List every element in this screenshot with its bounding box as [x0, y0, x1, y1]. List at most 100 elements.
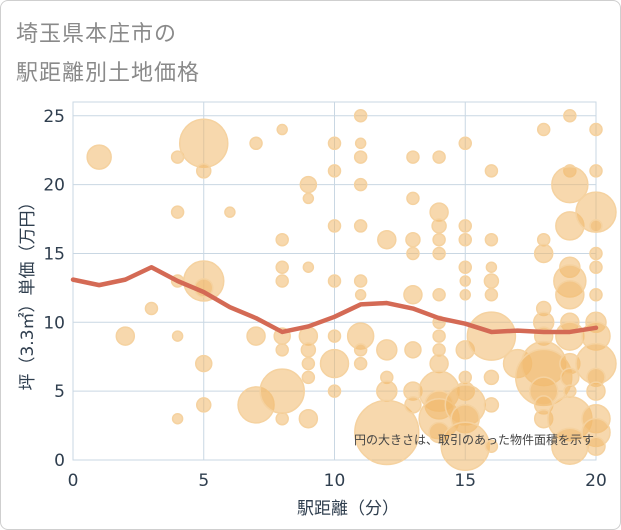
data-bubble [179, 118, 229, 169]
data-bubble [560, 367, 580, 388]
data-bubble [246, 326, 266, 346]
data-bubble [300, 342, 317, 358]
data-bubble [327, 329, 342, 343]
data-bubble [459, 275, 471, 287]
data-bubble [171, 412, 184, 425]
data-bubble [484, 232, 499, 247]
y-axis-label: 坪（3.3㎡）単価（万円） [18, 193, 38, 390]
data-bubble [406, 191, 420, 206]
data-bubble [485, 261, 498, 273]
data-bubble [354, 137, 367, 150]
data-bubble [86, 144, 112, 170]
data-bubble [563, 109, 577, 123]
data-bubble [432, 150, 446, 164]
x-tick-label: 15 [454, 471, 476, 491]
data-bubble [483, 397, 500, 413]
data-bubble [551, 165, 589, 204]
data-bubble [404, 396, 422, 414]
data-bubble [432, 329, 446, 343]
data-bubble [115, 326, 136, 346]
data-bubble [275, 343, 289, 357]
data-bubble [275, 232, 289, 247]
data-bubble [589, 164, 603, 178]
data-bubble [302, 261, 315, 273]
data-bubble [298, 408, 319, 429]
data-bubble [483, 369, 500, 386]
data-bubble [196, 163, 212, 179]
data-bubble [353, 177, 368, 192]
data-bubble [555, 321, 585, 351]
data-bubble [563, 384, 577, 398]
data-bubble [353, 343, 368, 357]
data-bubble [429, 353, 449, 374]
data-bubble [275, 260, 289, 274]
y-tick-label: 5 [54, 382, 65, 402]
x-tick-label: 20 [585, 471, 607, 491]
data-bubble [589, 288, 603, 302]
data-bubble [171, 330, 184, 342]
data-bubble [484, 164, 499, 178]
data-bubble [144, 301, 159, 316]
data-bubble [275, 274, 289, 288]
data-bubble [327, 136, 342, 151]
data-bubble [533, 243, 554, 264]
data-bubble [354, 289, 367, 301]
data-bubble [406, 246, 420, 261]
x-tick-label: 10 [324, 471, 346, 491]
data-bubble [376, 339, 398, 361]
data-bubble [458, 219, 472, 233]
data-bubble [589, 260, 603, 274]
data-bubble [302, 192, 315, 205]
data-bubble [353, 356, 368, 371]
data-bubble [224, 206, 236, 218]
data-bubble [354, 399, 420, 466]
tick-labels: 0 5 10 15 20 0 5 10 15 20 25 [43, 107, 606, 491]
data-bubble [377, 229, 397, 250]
data-bubble [431, 218, 447, 234]
y-tick-label: 20 [43, 176, 65, 196]
chart-title-line2: 駅距離別土地価格 [16, 61, 201, 86]
data-bubble [327, 274, 342, 288]
data-bubble [483, 273, 500, 289]
chart-title-line1: 埼玉県本庄市の [16, 22, 178, 47]
data-bubble [536, 122, 551, 137]
data-bubble [432, 232, 446, 247]
x-tick-label: 5 [198, 471, 209, 491]
data-bubble [589, 246, 603, 261]
data-bubble [403, 285, 423, 305]
line-layer [70, 264, 599, 335]
data-bubble [196, 397, 212, 413]
data-bubble [259, 368, 305, 414]
data-bubble [589, 219, 603, 233]
data-bubble [249, 136, 263, 151]
data-bubble [405, 231, 421, 248]
data-bubble [589, 122, 603, 137]
size-annotation: 円の大きさは、取引のあった物件面積を示す [354, 432, 594, 447]
bubble-layer [86, 109, 617, 471]
data-bubble [466, 311, 517, 361]
data-bubble [170, 205, 185, 219]
data-bubble [353, 274, 368, 288]
y-tick-label: 15 [43, 244, 65, 264]
data-bubble [404, 341, 422, 359]
data-bubble [327, 219, 342, 233]
data-bubble [555, 280, 585, 310]
y-tick-label: 10 [43, 313, 65, 333]
data-bubble [319, 348, 350, 379]
data-bubble [301, 356, 316, 371]
x-tick-label: 0 [68, 471, 79, 491]
data-bubble [376, 380, 398, 402]
data-bubble [459, 289, 471, 301]
data-bubble [406, 150, 420, 164]
data-bubble [458, 260, 472, 274]
data-bubble [327, 384, 342, 398]
x-axis-label: 駅距離（分） [297, 499, 399, 519]
data-bubble [327, 164, 342, 178]
y-tick-label: 25 [43, 107, 65, 127]
data-bubble [301, 370, 316, 385]
data-bubble [484, 288, 499, 302]
data-bubble [586, 436, 606, 456]
y-tick-label: 0 [54, 451, 65, 471]
data-bubble [432, 246, 446, 261]
